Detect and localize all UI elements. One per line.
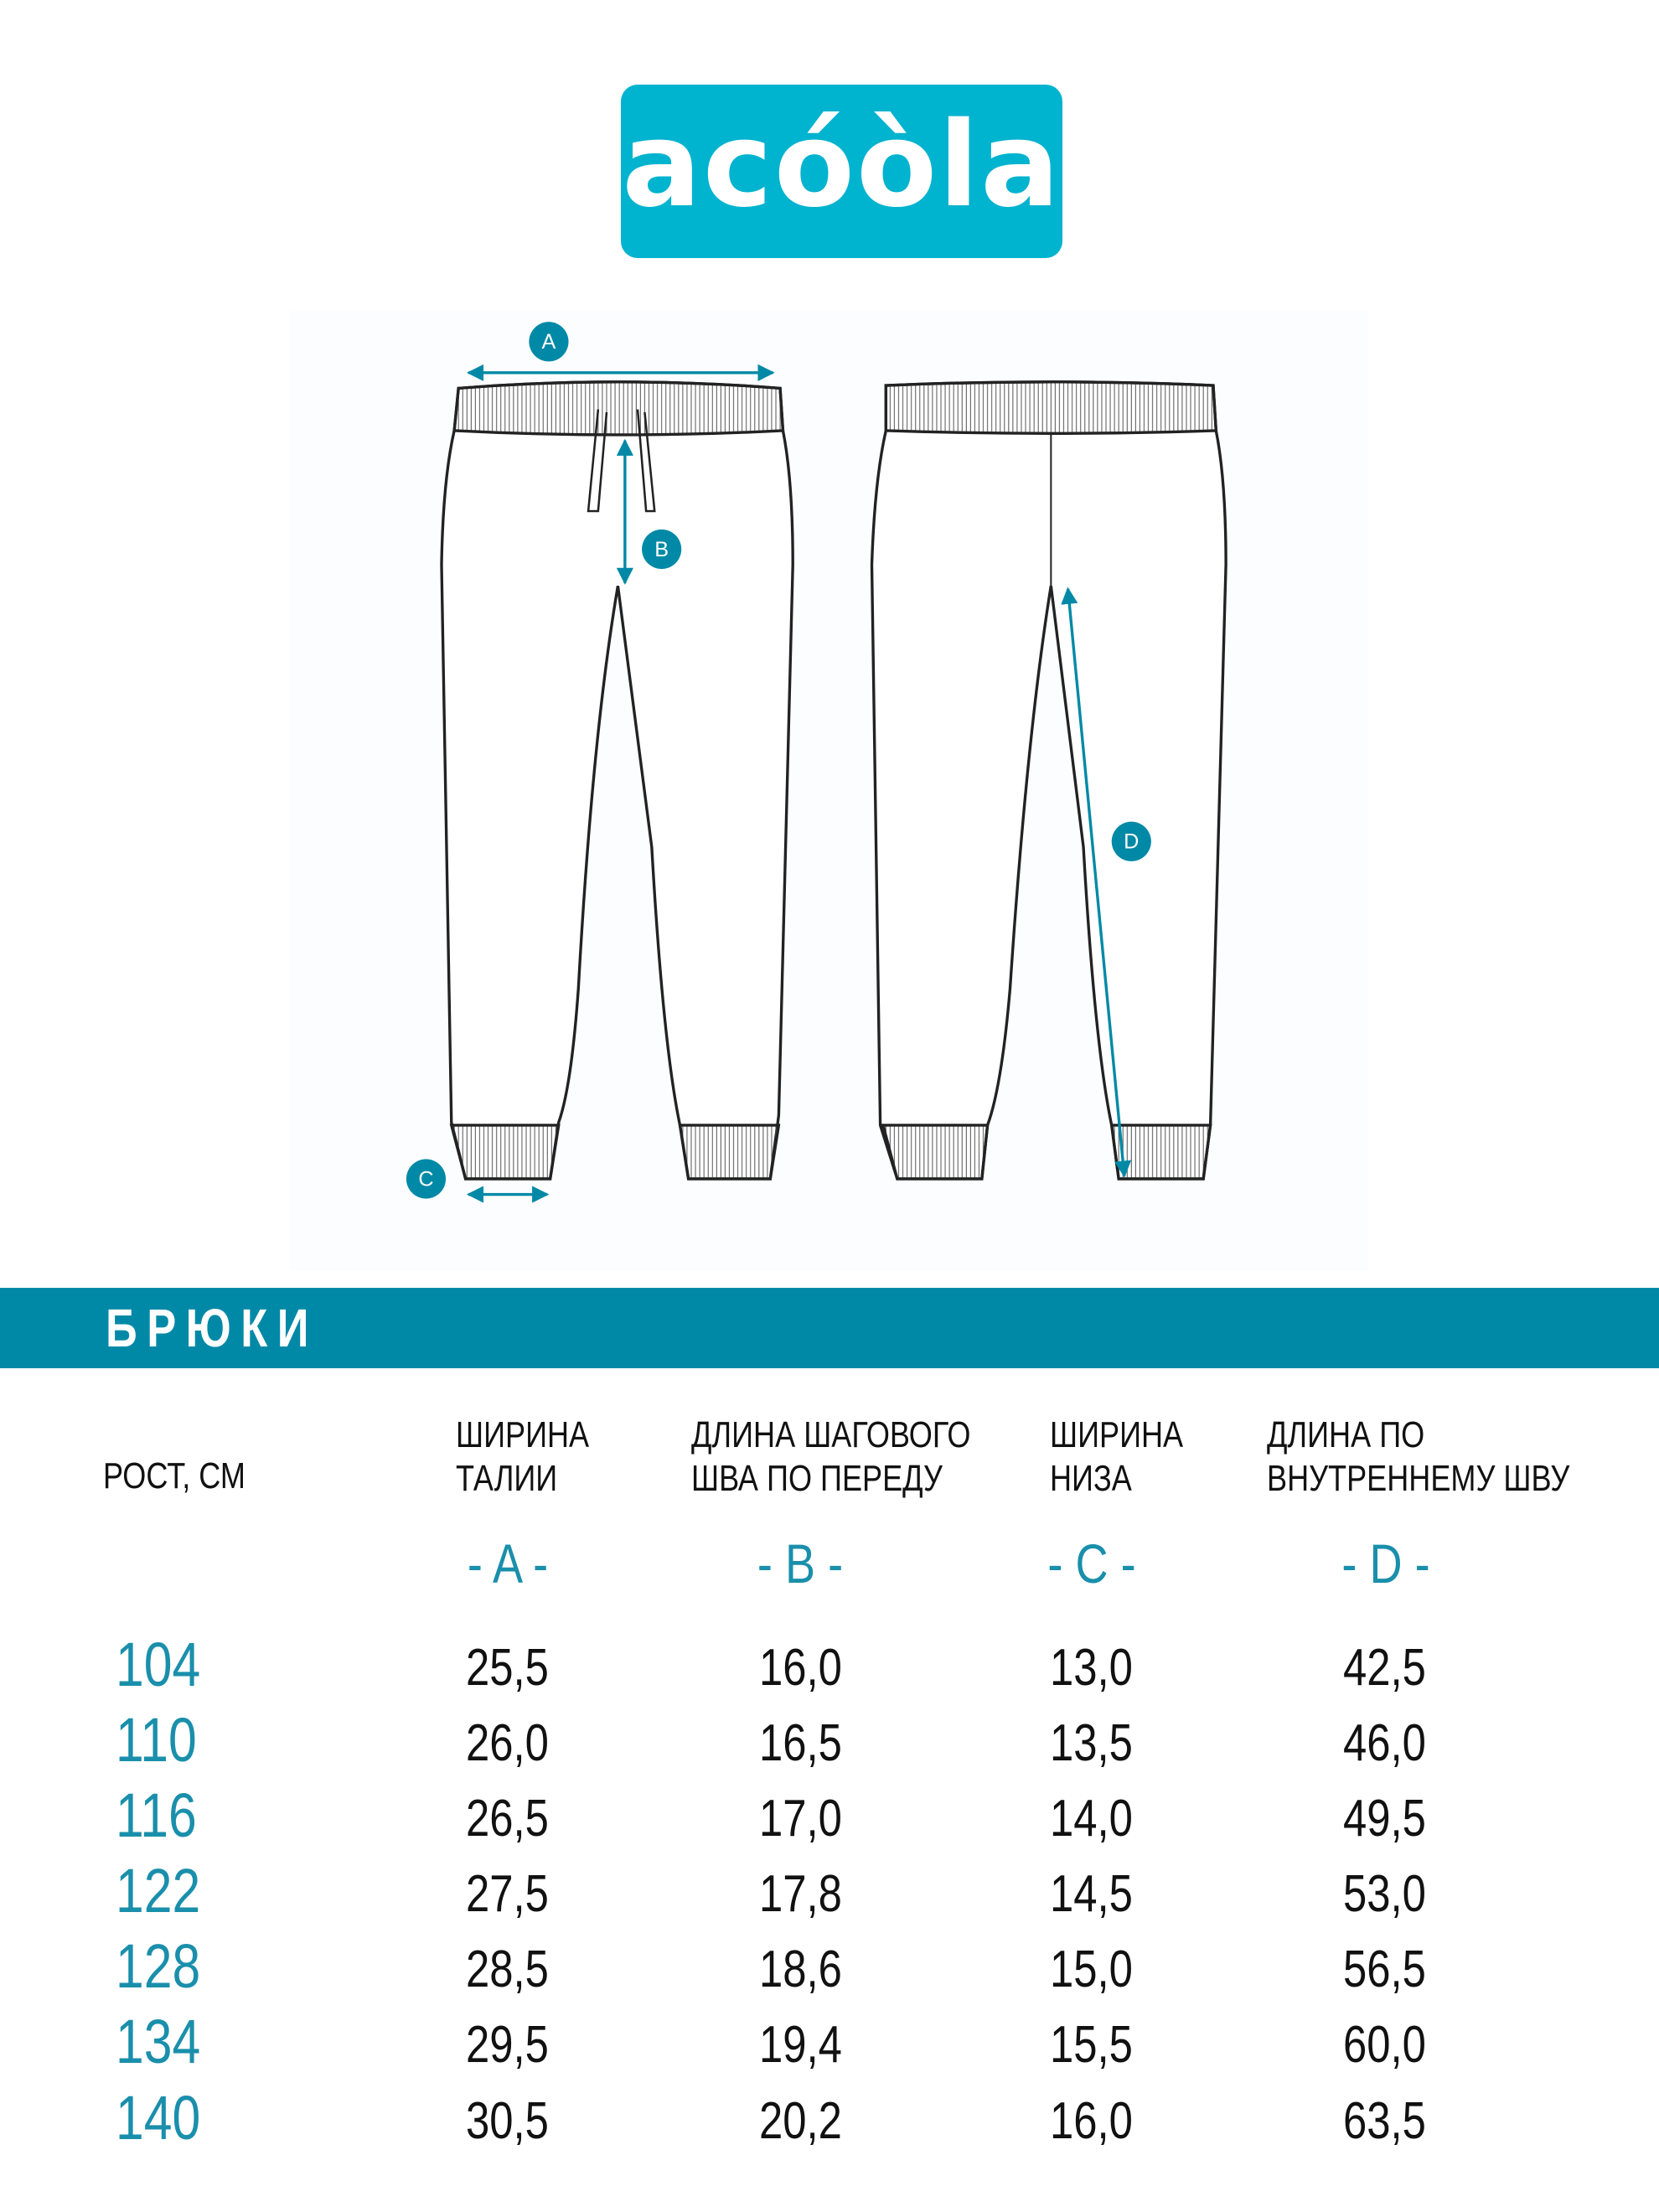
arrow-d [1061, 587, 1132, 1178]
measurement-cell: 16,5 [759, 1714, 842, 1772]
measurement-cell: 17,8 [759, 1865, 842, 1923]
measurement-cell: 14,0 [1050, 1790, 1133, 1848]
measurement-cell: 26,5 [466, 1790, 549, 1848]
size-header: РОСТ, СМ [103, 1455, 245, 1496]
measurement-cell: 30,5 [466, 2092, 549, 2150]
measurement-annotations [466, 364, 1132, 1203]
front-pants [440, 380, 794, 1181]
measurement-cell: 15,0 [1050, 1941, 1133, 1998]
measurement-cell: 60,0 [1343, 2016, 1426, 2074]
size-value: 128 [116, 1931, 201, 2001]
back-pants [870, 380, 1227, 1181]
measurement-cell: 46,0 [1343, 1714, 1426, 1772]
measurement-cell: 14,5 [1050, 1865, 1133, 1923]
pants-diagram: A B C D [406, 322, 1227, 1203]
measurement-cell: 15,5 [1050, 2016, 1133, 2074]
size-value: 122 [116, 1856, 201, 1925]
size-value: 110 [116, 1705, 197, 1775]
col-a-header: ШИРИНА ТАЛИИ [456, 1414, 590, 1499]
size-value: 104 [116, 1630, 201, 1699]
svg-text:A: A [542, 330, 556, 354]
label-a: A [529, 322, 569, 362]
measurement-cell: 20,2 [759, 2092, 842, 2150]
label-c: C [406, 1159, 447, 1199]
measurement-cell: 29,5 [466, 2016, 549, 2074]
size-value: 134 [116, 2007, 201, 2076]
col-a-code: - A - [467, 1532, 549, 1594]
size-value: 116 [116, 1780, 197, 1850]
measurement-cell: 17,0 [759, 1790, 842, 1848]
measurement-cell: 18,6 [759, 1941, 842, 1998]
label-b: B [642, 529, 682, 570]
size-value: 140 [116, 2083, 201, 2153]
col-c-header: ШИРИНА НИЗА [1050, 1414, 1184, 1499]
measurement-cell: 19,4 [759, 2016, 842, 2074]
measurement-cell: 49,5 [1343, 1790, 1426, 1848]
section-title: БРЮКИ [106, 1298, 318, 1358]
brand-logo: acóòla [621, 85, 1062, 258]
col-b-header: ДЛИНА ШАГОВОГО ШВА ПО ПЕРЕДУ [691, 1414, 971, 1499]
col-d-code: - D - [1341, 1532, 1430, 1594]
measurement-cell: 27,5 [466, 1865, 549, 1923]
measurement-cell: 26,0 [466, 1714, 549, 1772]
label-d: D [1111, 821, 1151, 861]
measurement-cell: 56,5 [1343, 1941, 1426, 1998]
col-c-code: - C - [1047, 1532, 1136, 1594]
measurement-cell: 63,5 [1343, 2092, 1426, 2150]
measurement-cell: 16,0 [1050, 2092, 1133, 2150]
measurement-cell: 28,5 [466, 1941, 549, 1998]
measurement-cell: 53,0 [1343, 1865, 1426, 1923]
measurement-cell: 42,5 [1343, 1639, 1426, 1697]
section-banner: БРЮКИ [0, 1288, 1659, 1368]
svg-text:B: B [654, 538, 669, 561]
svg-text:C: C [418, 1167, 433, 1191]
measurement-cell: 16,0 [759, 1639, 842, 1697]
measurement-cell: 13,0 [1050, 1639, 1133, 1697]
measurement-cell: 25,5 [466, 1639, 549, 1697]
col-d-header: ДЛИНА ПО ВНУТРЕННЕМУ ШВУ [1267, 1414, 1570, 1499]
measurement-cell: 13,5 [1050, 1714, 1133, 1772]
col-b-code: - B - [757, 1532, 844, 1594]
logo-text: acóòla [622, 96, 1062, 234]
svg-text:D: D [1124, 830, 1139, 854]
